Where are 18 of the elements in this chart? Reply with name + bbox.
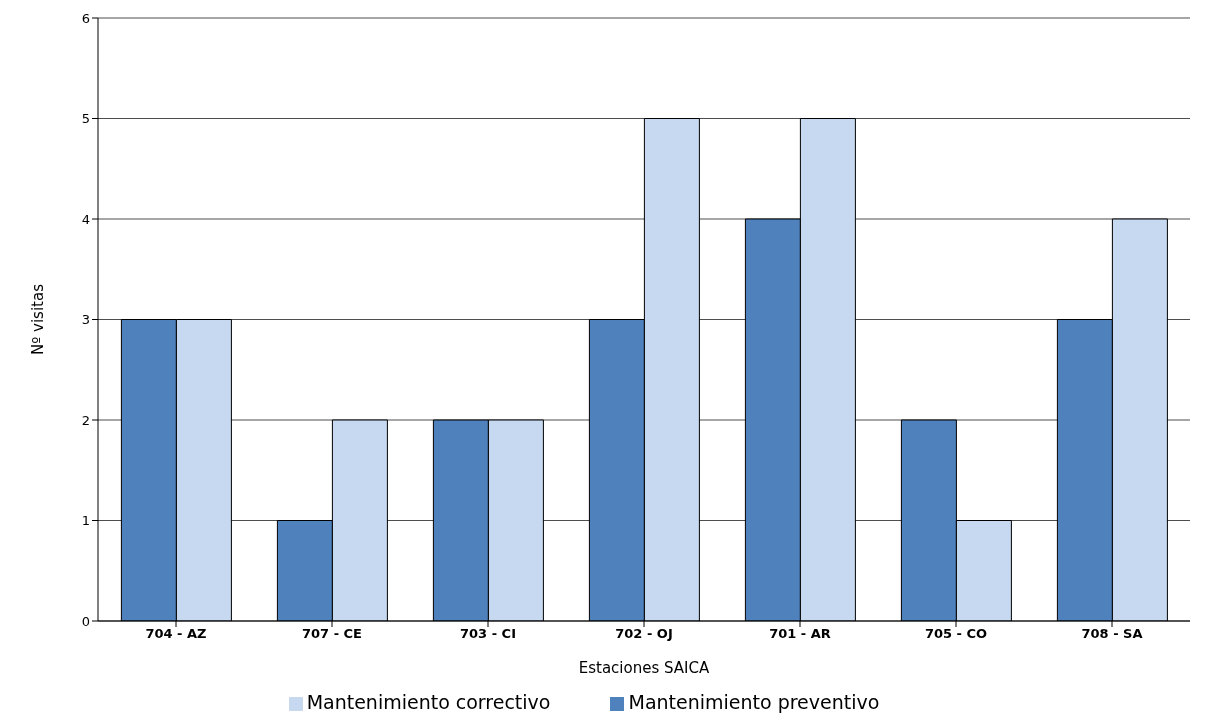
x-axis-title: Estaciones SAICA — [578, 659, 710, 677]
legend-label: Mantenimiento preventivo — [628, 691, 880, 713]
y-tick-label: 4 — [81, 211, 90, 227]
x-tick-label: 701 - AR — [769, 626, 831, 642]
y-tick-label: 5 — [81, 111, 90, 127]
x-tick-label: 705 - CO — [924, 626, 988, 642]
x-tick-label: 703 - CI — [460, 626, 516, 642]
y-tick-label: 1 — [81, 513, 90, 529]
x-tick-label: 704 - AZ — [145, 626, 207, 642]
legend-label: Mantenimiento correctivo — [306, 691, 551, 713]
y-tick-label: 3 — [81, 312, 90, 328]
x-tick-label: 708 - SA — [1081, 626, 1143, 642]
y-tick-label: 6 — [81, 10, 90, 26]
x-tick-label: 702 - OJ — [615, 626, 673, 642]
y-axis-title: Nº visitas — [29, 283, 48, 355]
y-tick-label: 2 — [81, 412, 90, 428]
y-tick-label: 0 — [81, 613, 90, 629]
x-tick-label: 707 - CE — [301, 626, 363, 642]
